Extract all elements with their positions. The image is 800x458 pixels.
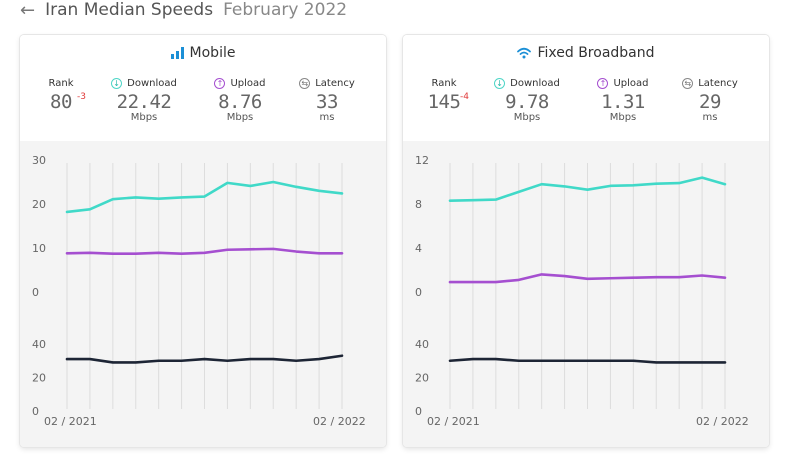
fixed-card-title: Fixed Broadband xyxy=(403,45,769,61)
download-value: 9.78 xyxy=(505,91,549,113)
upload-icon: ↑ xyxy=(214,78,226,89)
fixed-title-text: Fixed Broadband xyxy=(537,45,655,61)
signal-bars-icon xyxy=(170,47,184,59)
mobile-rank: Rank 80 xyxy=(20,78,106,113)
rank-change: -4 xyxy=(460,92,469,102)
y-tick-label: 0 xyxy=(32,405,39,418)
upload-label: Upload xyxy=(613,78,649,89)
upload-unit: Mbps xyxy=(226,112,254,123)
rank-label: Rank xyxy=(48,78,74,89)
y-tick-label: 0 xyxy=(415,286,422,299)
download-label: Download xyxy=(127,78,177,89)
y-tick-label: 10 xyxy=(32,242,46,255)
mobile-latency: ⇆ Latency 33 ms xyxy=(282,78,372,123)
upload-value: 1.31 xyxy=(601,91,645,113)
y-tick-label: 4 xyxy=(415,242,422,255)
rank-change: -3 xyxy=(77,92,86,102)
back-arrow-icon[interactable]: ← xyxy=(20,0,36,21)
upload-unit: Mbps xyxy=(609,112,637,123)
download-icon: ↓ xyxy=(494,78,506,89)
latency-value: 29 xyxy=(699,91,721,113)
x-tick-label: 02 / 2021 xyxy=(44,415,97,428)
y-tick-label: 12 xyxy=(415,154,429,167)
x-tick-label: 02 / 2022 xyxy=(696,415,749,428)
y-tick-label: 20 xyxy=(32,372,46,385)
latency-icon: ⇆ xyxy=(299,78,311,89)
y-tick-label: 40 xyxy=(32,338,46,351)
mobile-chart: 0 10 20 30 0 20 40 02 / 2021 02 / 2022 xyxy=(32,154,366,428)
page-date: February 2022 xyxy=(223,0,348,20)
upload-label: Upload xyxy=(230,78,266,89)
upload-icon: ↑ xyxy=(597,78,609,89)
rank-value: 145 xyxy=(427,91,461,113)
y-tick-label: 8 xyxy=(415,198,422,211)
latency-unit: ms xyxy=(702,112,718,123)
y-tick-label: 0 xyxy=(32,286,39,299)
y-tick-label: 0 xyxy=(415,405,422,418)
y-tick-label: 20 xyxy=(415,372,429,385)
x-tick-label: 02 / 2021 xyxy=(427,415,480,428)
rank-label: Rank xyxy=(431,78,457,89)
latency-value: 33 xyxy=(316,91,338,113)
x-tick-label: 02 / 2022 xyxy=(313,415,366,428)
download-icon: ↓ xyxy=(111,78,123,89)
download-value: 22.42 xyxy=(116,91,172,113)
wifi-icon xyxy=(517,47,532,59)
fixed-card: Fixed Broadband Rank 145 -4 ↓ Download 9… xyxy=(403,35,769,447)
mobile-download: ↓ Download 22.42 Mbps xyxy=(99,78,189,123)
fixed-upload: ↑ Upload 1.31 Mbps xyxy=(578,78,668,123)
mobile-title-text: Mobile xyxy=(189,45,236,61)
fixed-latency: ⇆ Latency 29 ms xyxy=(665,78,755,123)
page-header: ← Iran Median Speeds February 2022 xyxy=(20,0,347,24)
y-tick-label: 30 xyxy=(32,154,46,167)
latency-label: Latency xyxy=(315,78,355,89)
download-unit: Mbps xyxy=(130,112,158,123)
fixed-chart: 0 4 8 12 0 20 40 02 / 2021 02 / 2022 xyxy=(415,154,749,428)
mobile-summary: Mobile Rank 80 -3 ↓ Download 22.42 Mbps … xyxy=(20,35,386,141)
mobile-card: Mobile Rank 80 -3 ↓ Download 22.42 Mbps … xyxy=(20,35,386,447)
fixed-summary: Fixed Broadband Rank 145 -4 ↓ Download 9… xyxy=(403,35,769,141)
fixed-download: ↓ Download 9.78 Mbps xyxy=(482,78,572,123)
latency-unit: ms xyxy=(319,112,335,123)
upload-value: 8.76 xyxy=(218,91,262,113)
download-unit: Mbps xyxy=(513,112,541,123)
download-label: Download xyxy=(510,78,560,89)
y-tick-label: 20 xyxy=(32,198,46,211)
latency-label: Latency xyxy=(698,78,738,89)
y-tick-label: 40 xyxy=(415,338,429,351)
page-title: Iran Median Speeds xyxy=(45,0,214,20)
fixed-rank: Rank 145 xyxy=(403,78,489,113)
rank-value: 80 xyxy=(50,91,72,113)
fixed-chart-area: 0 4 8 12 0 20 40 02 / 2021 02 / 2022 xyxy=(403,141,769,447)
latency-icon: ⇆ xyxy=(682,78,694,89)
mobile-upload: ↑ Upload 8.76 Mbps xyxy=(195,78,285,123)
mobile-card-title: Mobile xyxy=(20,45,386,61)
mobile-chart-area: 0 10 20 30 0 20 40 02 / 2021 02 / 2022 xyxy=(20,141,386,447)
